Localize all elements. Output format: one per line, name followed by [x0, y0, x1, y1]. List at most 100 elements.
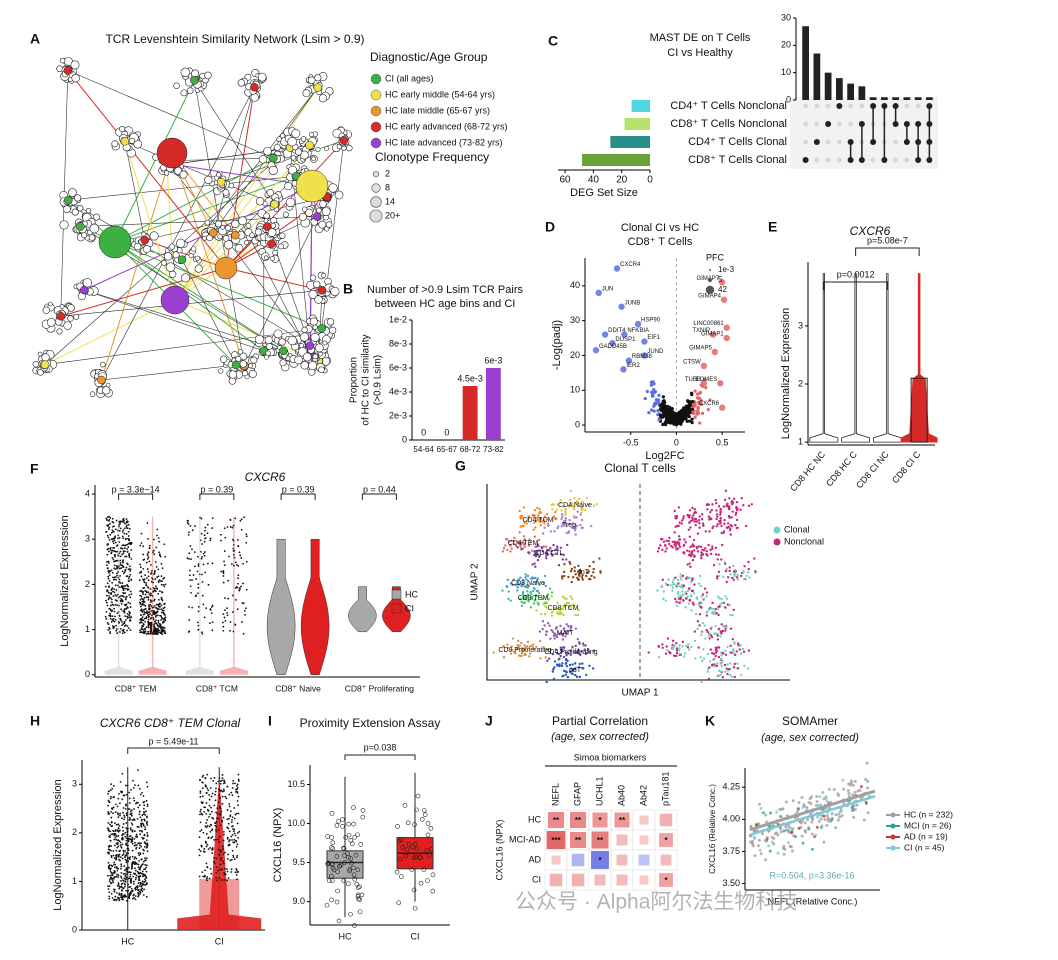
point [728, 604, 731, 607]
point [360, 808, 366, 813]
point [235, 867, 238, 870]
point [747, 649, 751, 652]
point [544, 584, 547, 588]
point [654, 402, 658, 406]
point [121, 843, 124, 846]
point [162, 607, 165, 610]
point [696, 409, 700, 413]
point [715, 646, 718, 650]
point [232, 779, 235, 782]
point [226, 870, 229, 873]
point [690, 589, 694, 593]
point [698, 515, 701, 518]
point [132, 861, 134, 864]
value-label: 6e-3 [484, 355, 502, 365]
point [147, 623, 150, 626]
matrix-dot [825, 103, 831, 109]
point [665, 405, 669, 409]
point [734, 523, 737, 527]
node [76, 204, 84, 212]
point [117, 845, 120, 848]
point [222, 788, 225, 791]
point [672, 578, 675, 581]
gene-label: JUN [602, 286, 614, 292]
point [548, 624, 551, 627]
point [215, 857, 218, 860]
point [352, 834, 358, 840]
point [216, 812, 219, 815]
point [138, 579, 141, 582]
point [683, 652, 687, 655]
point [216, 807, 219, 810]
point [145, 799, 148, 802]
point [546, 621, 550, 625]
point [126, 871, 129, 874]
point [142, 613, 145, 616]
point [750, 503, 754, 506]
point [142, 631, 144, 634]
point [227, 853, 230, 856]
edge [68, 176, 297, 201]
point [192, 574, 195, 576]
bracket [855, 247, 920, 256]
point [591, 667, 595, 670]
point [575, 516, 578, 519]
value-label: 4.5e-3 [457, 373, 483, 383]
point [592, 504, 596, 508]
edge [166, 160, 319, 361]
point [728, 528, 732, 532]
point [112, 881, 115, 884]
point [124, 835, 127, 838]
point [742, 504, 745, 507]
point [218, 812, 221, 815]
point [150, 610, 153, 612]
point [564, 673, 568, 676]
point [128, 556, 131, 559]
point [200, 631, 203, 634]
point [231, 526, 234, 529]
point [129, 856, 132, 859]
point [518, 509, 521, 513]
point [147, 630, 149, 633]
point [141, 628, 144, 631]
point [702, 549, 706, 552]
point [686, 595, 689, 598]
node [190, 76, 199, 85]
point [201, 543, 204, 545]
point [135, 857, 138, 860]
point [545, 512, 549, 516]
point [567, 575, 570, 579]
node [163, 170, 170, 176]
point [188, 558, 190, 560]
point [662, 590, 666, 593]
point [153, 605, 156, 607]
point [124, 618, 127, 621]
point [691, 577, 694, 580]
point [109, 533, 112, 536]
node [268, 165, 278, 176]
point [211, 835, 214, 838]
point [144, 878, 146, 881]
point [236, 608, 239, 611]
point [209, 847, 212, 849]
point [715, 517, 718, 521]
node [163, 252, 173, 261]
point [129, 885, 132, 888]
point [125, 812, 128, 815]
point [160, 562, 163, 565]
point [146, 844, 149, 846]
point [129, 810, 132, 813]
point [115, 545, 118, 547]
point [124, 615, 127, 618]
point [145, 882, 148, 885]
point [122, 552, 125, 555]
point [123, 880, 125, 882]
point [139, 891, 142, 894]
point [138, 842, 141, 845]
point [238, 589, 241, 592]
matrix-member [858, 157, 865, 163]
point [115, 624, 117, 627]
point [124, 522, 126, 525]
legend-swatch [391, 589, 402, 600]
point [117, 827, 120, 830]
